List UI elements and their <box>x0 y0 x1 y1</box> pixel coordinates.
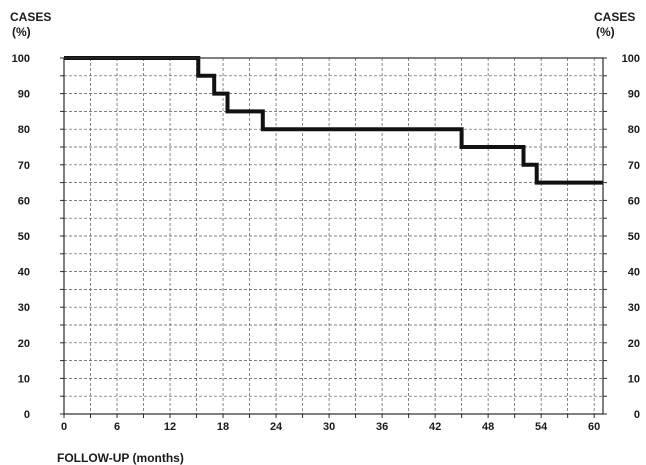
left-y-tick-label: 10 <box>18 373 30 385</box>
left-y-tick-label: 40 <box>18 267 30 279</box>
left-y-tick-label: 50 <box>18 231 30 243</box>
right-y-tick-label: 90 <box>628 89 640 101</box>
x-tick-labels: 0 6 12 18 24 30 36 42 48 54 60 <box>61 421 600 433</box>
x-tick-label: 6 <box>114 421 120 433</box>
left-axis-title-cases: CASES <box>10 10 51 24</box>
left-y-tick-label: 60 <box>18 195 30 207</box>
right-y-tick-label: 30 <box>628 302 640 314</box>
plot-frame <box>63 57 604 415</box>
series-step-line <box>64 56 603 185</box>
left-y-tick-label: 70 <box>18 160 30 172</box>
right-y-tick-label: 40 <box>628 267 640 279</box>
right-y-tick-label: 20 <box>628 338 640 350</box>
x-tick-label: 0 <box>61 421 67 433</box>
right-y-tick-label: 60 <box>628 195 640 207</box>
right-axis-title-percent: (%) <box>596 25 615 39</box>
right-y-tick-label: 10 <box>628 373 640 385</box>
left-axis-title-percent: (%) <box>12 25 31 39</box>
left-y-tick-labels: 0 10 20 30 40 50 60 70 80 90 100 <box>12 53 30 421</box>
right-y-tick-label: 50 <box>628 231 640 243</box>
right-y-tick-label: 100 <box>622 53 640 65</box>
x-tick-label: 42 <box>429 421 441 433</box>
right-y-tick-label: 70 <box>628 160 640 172</box>
x-tick-label: 18 <box>217 421 229 433</box>
left-y-tick-label: 80 <box>18 124 30 136</box>
series-group <box>64 56 603 185</box>
left-y-tick-label: 0 <box>24 409 30 421</box>
x-tick-label: 12 <box>164 421 176 433</box>
x-tick-label: 30 <box>323 421 335 433</box>
x-tick-label: 54 <box>535 421 548 433</box>
x-tick-label: 48 <box>482 421 494 433</box>
left-y-tick-label: 20 <box>18 338 30 350</box>
right-y-tick-label: 0 <box>634 409 640 421</box>
left-y-tick-label: 90 <box>18 89 30 101</box>
right-y-tick-labels: 0 10 20 30 40 50 60 70 80 90 100 <box>622 53 640 421</box>
grid-lines <box>60 57 607 418</box>
x-tick-label: 60 <box>588 421 600 433</box>
x-tick-label: 24 <box>270 421 283 433</box>
x-axis-label: FOLLOW-UP (months) <box>57 451 184 465</box>
left-y-tick-label: 100 <box>12 53 30 65</box>
right-y-tick-label: 80 <box>628 124 640 136</box>
left-y-tick-label: 30 <box>18 302 30 314</box>
x-tick-label: 36 <box>376 421 388 433</box>
right-axis-title-cases: CASES <box>594 10 635 24</box>
